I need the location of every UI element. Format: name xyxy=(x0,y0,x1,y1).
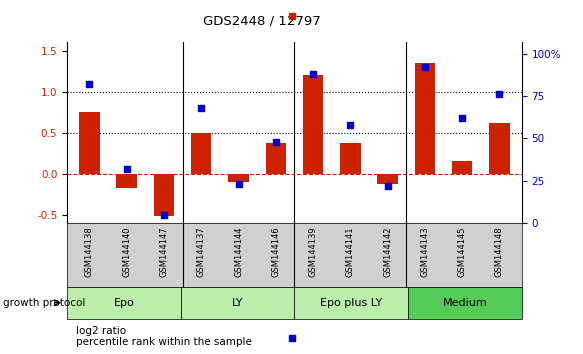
Text: growth protocol: growth protocol xyxy=(3,298,85,308)
Point xyxy=(271,139,280,145)
Point xyxy=(458,115,467,121)
Text: GSM144146: GSM144146 xyxy=(271,226,280,277)
Bar xyxy=(377,174,398,184)
Bar xyxy=(303,75,324,174)
Point xyxy=(85,81,94,87)
Text: GSM144142: GSM144142 xyxy=(383,226,392,277)
Text: GSM144138: GSM144138 xyxy=(85,226,94,277)
Point xyxy=(234,181,243,187)
Text: GSM144147: GSM144147 xyxy=(160,226,168,277)
Text: GDS2448 / 12797: GDS2448 / 12797 xyxy=(203,14,321,27)
Bar xyxy=(294,287,408,319)
Text: GSM144143: GSM144143 xyxy=(420,226,429,277)
Text: Medium: Medium xyxy=(442,298,487,308)
Bar xyxy=(79,112,100,174)
Point xyxy=(308,71,318,77)
Bar xyxy=(229,174,249,182)
Point xyxy=(196,105,206,111)
Bar xyxy=(117,174,137,188)
Bar xyxy=(489,123,510,174)
Text: GSM144137: GSM144137 xyxy=(196,226,206,277)
Bar xyxy=(408,287,522,319)
Text: GSM144144: GSM144144 xyxy=(234,226,243,277)
Text: GSM144139: GSM144139 xyxy=(308,226,318,277)
Text: Epo: Epo xyxy=(114,298,134,308)
Text: Epo plus LY: Epo plus LY xyxy=(320,298,382,308)
Bar xyxy=(191,133,212,174)
Bar xyxy=(181,287,294,319)
Point xyxy=(346,122,355,128)
Text: percentile rank within the sample: percentile rank within the sample xyxy=(76,337,252,347)
Text: GSM144141: GSM144141 xyxy=(346,226,355,277)
Text: LY: LY xyxy=(232,298,243,308)
Bar xyxy=(154,174,174,216)
Text: GSM144140: GSM144140 xyxy=(122,226,131,277)
Point xyxy=(495,92,504,97)
Bar xyxy=(415,63,435,174)
Point xyxy=(420,64,430,70)
Point xyxy=(122,166,131,172)
Point xyxy=(159,212,168,217)
Text: GSM144145: GSM144145 xyxy=(458,226,466,277)
Bar xyxy=(340,143,360,174)
Bar xyxy=(452,161,472,174)
Bar xyxy=(67,287,181,319)
Bar xyxy=(265,143,286,174)
Text: GSM144148: GSM144148 xyxy=(495,226,504,277)
Point xyxy=(383,183,392,189)
Text: log2 ratio: log2 ratio xyxy=(76,326,126,336)
